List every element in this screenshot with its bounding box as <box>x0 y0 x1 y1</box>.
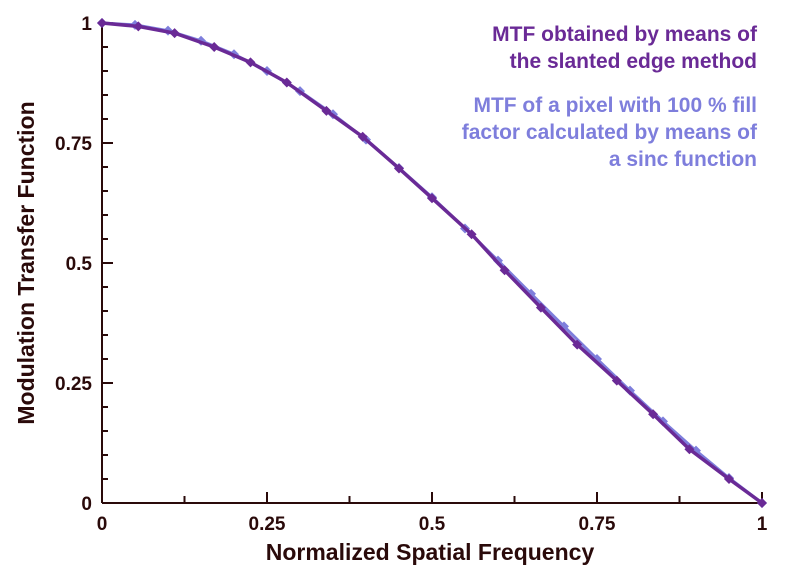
marker-slanted-edge <box>133 21 144 32</box>
x-tick-label: 0.25 <box>249 514 286 535</box>
marker-slanted-edge <box>209 42 220 52</box>
y-tick-label: 0 <box>81 494 92 515</box>
y-tick-label: 0.5 <box>66 254 93 275</box>
legend-text-sinc: MTF of a pixel with 100 % fill <box>473 94 757 117</box>
marker-slanted-edge <box>684 444 695 455</box>
marker-slanted-edge <box>97 18 107 28</box>
marker-slanted-edge <box>757 498 767 508</box>
y-tick-label: 1 <box>81 14 92 35</box>
x-tick-label: 0.75 <box>579 514 616 535</box>
y-tick-label: 0.25 <box>55 374 92 395</box>
legend-text-slanted-edge: MTF obtained by means of <box>492 23 758 46</box>
marker-slanted-edge <box>535 302 546 313</box>
marker-slanted-edge <box>245 57 256 68</box>
marker-slanted-edge <box>321 105 332 116</box>
y-tick-label: 0.75 <box>55 134 92 155</box>
marker-slanted-edge <box>357 131 368 142</box>
marker-slanted-edge <box>466 229 477 240</box>
marker-slanted-edge <box>499 265 510 276</box>
x-tick-label: 0 <box>97 514 108 535</box>
plot-area: 0 0.25 0.5 0.75 1 0 0.25 0.5 0.75 1 <box>55 14 768 535</box>
marker-slanted-edge <box>611 375 622 386</box>
marker-slanted-edge <box>648 409 659 420</box>
legend-text-sinc: factor calculated by means of <box>462 121 758 144</box>
marker-slanted-edge <box>281 77 292 88</box>
legend-text-sinc: a sinc function <box>609 148 757 171</box>
marker-slanted-edge <box>572 339 583 350</box>
x-axis-title: Normalized Spatial Frequency <box>266 539 595 565</box>
marker-slanted-edge <box>427 193 437 204</box>
x-tick-label: 1 <box>757 514 768 535</box>
marker-slanted-edge <box>724 474 734 484</box>
legend-text-slanted-edge: the slanted edge method <box>510 50 757 73</box>
marker-slanted-edge <box>169 28 180 39</box>
legend: MTF obtained by means of the slanted edge… <box>462 23 758 171</box>
y-axis-title: Modulation Transfer Function <box>13 101 39 424</box>
x-tick-label: 0.5 <box>419 514 446 535</box>
marker-slanted-edge <box>394 163 404 174</box>
